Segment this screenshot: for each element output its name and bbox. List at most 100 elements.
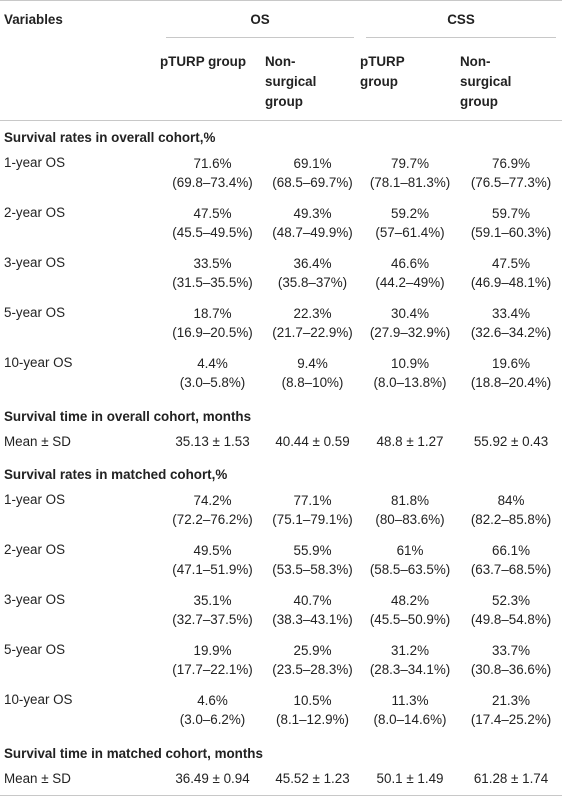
table-cell: 79.7% (78.1–81.3%): [360, 150, 460, 200]
confidence-interval: (3.0–5.8%): [179, 375, 246, 390]
header-row-subgroups: pTURP group Non- surgical group pTURP gr…: [0, 42, 562, 121]
table-cell: 19.6% (18.8–20.4%): [460, 350, 562, 400]
table-cell: 33.5% (31.5–35.5%): [160, 250, 265, 300]
table-cell: 47.5% (46.9–48.1%): [460, 250, 562, 300]
table-cell: 71.6% (69.8–73.4%): [160, 150, 265, 200]
table-cell: 84% (82.2–85.8%): [460, 487, 562, 537]
table-cell: 4.6% (3.0–6.2%): [160, 687, 265, 737]
table-cell: 69.1% (68.5–69.7%): [265, 150, 360, 200]
table-cell: 49.5% (47.1–51.9%): [160, 537, 265, 587]
rate-value: 4.4%: [197, 356, 228, 371]
confidence-interval: (72.2–76.2%): [172, 512, 253, 527]
table-cell: 47.5% (45.5–49.5%): [160, 200, 265, 250]
rate-value: 49.3%: [293, 206, 332, 221]
table-cell: 48.2% (45.5–50.9%): [360, 587, 460, 637]
confidence-interval: (75.1–79.1%): [272, 512, 353, 527]
rate-value: 19.9%: [193, 643, 232, 658]
table-cell: 77.1% (75.1–79.1%): [265, 487, 360, 537]
table-row: 5-year OS 19.9% (17.7–22.1%) 25.9% (23.5–28.…: [0, 637, 562, 687]
rate-value: 46.6%: [391, 256, 429, 271]
table-cell: 66.1% (63.7–68.5%): [460, 537, 562, 587]
confidence-interval: (3.0–6.2%): [179, 712, 246, 727]
confidence-interval: (32.7–37.5%): [172, 612, 253, 627]
table-cell: 81.8% (80–83.6%): [360, 487, 460, 537]
table-cell: 22.3% (21.7–22.9%): [265, 300, 360, 350]
confidence-interval: (17.4–25.2%): [470, 712, 552, 727]
confidence-interval: (63.7–68.5%): [470, 562, 552, 577]
rate-value: 76.9%: [492, 156, 530, 171]
table-cell: 74.2% (72.2–76.2%): [160, 487, 265, 537]
confidence-interval: (32.6–34.2%): [470, 325, 552, 340]
confidence-interval: (76.5–77.3%): [470, 175, 552, 190]
confidence-interval: (80–83.6%): [375, 512, 445, 527]
table-cell: 4.4% (3.0–5.8%): [160, 350, 265, 400]
table-cell: 40.7% (38.3–43.1%): [265, 587, 360, 637]
table-cell: 33.4% (32.6–34.2%): [460, 300, 562, 350]
rate-value: 33.5%: [193, 256, 232, 271]
header-row-groups: Variables OS CSS: [0, 0, 562, 42]
rate-value: 25.9%: [293, 643, 332, 658]
confidence-interval: (28.3–34.1%): [369, 662, 451, 677]
table-cell: 52.3% (49.8–54.8%): [460, 587, 562, 637]
table-header: Variables OS CSS pTURP group Non- surgic…: [0, 0, 562, 121]
rate-value: 19.6%: [492, 356, 530, 371]
row-label: 10-year OS: [4, 355, 73, 370]
rate-value: 33.4%: [492, 306, 530, 321]
table-cell: 35.1% (32.7–37.5%): [160, 587, 265, 637]
table-row: 1-year OS 71.6% (69.8–73.4%) 69.1% (68.5–69.…: [0, 150, 562, 200]
rate-value: 9.4%: [297, 356, 328, 371]
rate-value: 30.4%: [391, 306, 429, 321]
header-line: surgical: [460, 74, 512, 89]
rate-value: 79.7%: [391, 156, 429, 171]
rate-value: 55.9%: [293, 543, 332, 558]
rate-value: 74.2%: [193, 493, 232, 508]
table-cell: 11.3% (8.0–14.6%): [360, 687, 460, 737]
table-cell: 46.6% (44.2–49%): [360, 250, 460, 300]
table-cell: 10.9% (8.0–13.8%): [360, 350, 460, 400]
header-line: Non-: [265, 54, 296, 69]
rate-value: 77.1%: [293, 493, 332, 508]
table-cell: 59.2% (57–61.4%): [360, 200, 460, 250]
mean-sd-value: 55.92 ± 0.43: [473, 434, 549, 449]
row-label: 10-year OS: [4, 692, 73, 707]
table-row: 10-year OS 4.6% (3.0–6.2%) 10.5% (8.1–12.9%)…: [0, 687, 562, 737]
row-label: 2-year OS: [4, 542, 66, 557]
table-cell: 31.2% (28.3–34.1%): [360, 637, 460, 687]
row-label: 3-year OS: [4, 592, 66, 607]
row-label: Mean ± SD: [4, 434, 71, 449]
table-cell: 33.7% (30.8–36.6%): [460, 637, 562, 687]
table-cell: 18.7% (16.9–20.5%): [160, 300, 265, 350]
table-row: 2-year OS 47.5% (45.5–49.5%) 49.3% (48.7–49.…: [0, 200, 562, 250]
confidence-interval: (16.9–20.5%): [172, 325, 253, 340]
confidence-interval: (27.9–32.9%): [369, 325, 451, 340]
rate-value: 33.7%: [492, 643, 530, 658]
confidence-interval: (17.7–22.1%): [172, 662, 253, 677]
header-line: group: [360, 74, 398, 89]
rate-value: 81.8%: [391, 493, 429, 508]
rate-value: 59.7%: [492, 206, 530, 221]
table-row: 1-year OS 74.2% (72.2–76.2%) 77.1% (75.1–79.…: [0, 487, 562, 537]
section-title: Survival time in overall cohort, months: [4, 409, 252, 424]
rate-value: 59.2%: [391, 206, 429, 221]
header-css-pturp: pTURP group: [360, 42, 461, 121]
table-cell: 9.4% (8.8–10%): [265, 350, 360, 400]
header-line: group: [460, 94, 498, 109]
confidence-interval: (21.7–22.9%): [272, 325, 353, 340]
confidence-interval: (8.1–12.9%): [276, 712, 349, 727]
rate-value: 47.5%: [193, 206, 232, 221]
table-cell: 61% (58.5–63.5%): [360, 537, 460, 587]
table-body: Survival rates in overall cohort,% 1-year…: [0, 121, 562, 796]
confidence-interval: (8.0–13.8%): [373, 375, 447, 390]
confidence-interval: (59.1–60.3%): [470, 225, 552, 240]
row-label: 5-year OS: [4, 642, 66, 657]
rate-value: 35.1%: [193, 593, 232, 608]
header-os-group: OS: [160, 0, 361, 42]
confidence-interval: (78.1–81.3%): [369, 175, 451, 190]
mean-sd-value: 40.44 ± 0.59: [275, 434, 350, 449]
header-os-pturp: pTURP group: [160, 42, 265, 121]
confidence-interval: (58.5–63.5%): [369, 562, 451, 577]
rate-value: 31.2%: [391, 643, 429, 658]
confidence-interval: (57–61.4%): [375, 225, 445, 240]
header-line: pTURP group: [160, 54, 247, 69]
